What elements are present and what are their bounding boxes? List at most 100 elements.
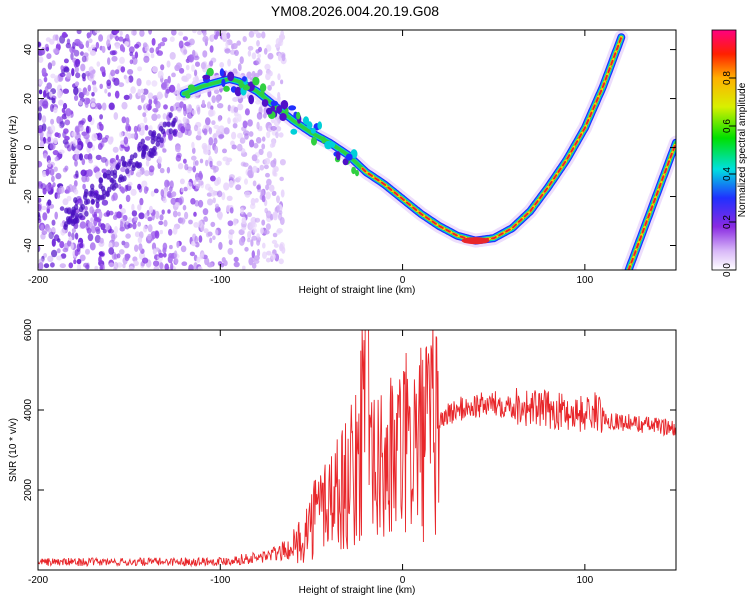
noise-blob <box>270 253 276 260</box>
noise-blob <box>190 198 196 205</box>
noise-blob <box>78 92 85 99</box>
noise-blob <box>75 72 81 79</box>
noise-blob <box>191 109 197 116</box>
noise-blob <box>188 264 194 270</box>
noise-streak-blob <box>67 217 73 223</box>
ridge-blob <box>329 141 336 148</box>
noise-blob <box>277 52 282 62</box>
noise-blob <box>79 254 86 262</box>
page-title: YM08.2026.004.20.19.G08 <box>270 3 440 19</box>
noise-blob <box>193 222 199 228</box>
noise-blob <box>125 76 130 84</box>
noise-blob <box>159 229 163 235</box>
noise-blob <box>192 147 196 154</box>
noise-blob <box>169 36 175 42</box>
noise-blob <box>166 191 172 198</box>
noise-blob <box>74 38 81 44</box>
noise-blob <box>228 180 234 188</box>
noise-blob <box>75 170 79 178</box>
ridge-blob <box>206 67 214 77</box>
noise-blob <box>108 102 115 110</box>
noise-blob <box>39 140 45 149</box>
noise-blob <box>123 241 130 249</box>
noise-blob <box>212 235 216 241</box>
noise-blob <box>162 148 167 153</box>
ridge-blob <box>284 107 289 116</box>
noise-blob <box>138 212 145 220</box>
noise-blob <box>162 113 167 120</box>
noise-blob <box>267 52 274 60</box>
noise-blob <box>188 219 193 225</box>
noise-blob <box>272 167 276 176</box>
noise-blob <box>134 216 138 221</box>
noise-blob <box>277 91 281 99</box>
noise-streak-blob <box>148 130 153 136</box>
ridge-blob <box>335 151 341 161</box>
noise-blob <box>113 112 119 120</box>
noise-blob <box>213 165 219 173</box>
noise-blob <box>41 67 47 76</box>
noise-blob <box>223 127 230 135</box>
noise-streak-blob <box>71 209 77 216</box>
noise-blob <box>259 125 263 131</box>
noise-blob <box>265 73 271 81</box>
noise-blob <box>280 79 284 85</box>
ridge-blob <box>321 136 326 144</box>
noise-streak-blob <box>90 187 95 194</box>
snr-series <box>38 330 676 568</box>
noise-blob <box>83 153 90 160</box>
noise-blob <box>180 245 187 253</box>
noise-blob <box>183 49 188 55</box>
noise-blob <box>265 172 270 178</box>
noise-blob <box>87 114 93 122</box>
noise-blob <box>261 136 266 142</box>
noise-streak-blob <box>85 198 91 205</box>
noise-blob <box>251 154 258 162</box>
noise-blob <box>184 41 191 47</box>
noise-blob <box>51 249 58 258</box>
colorbar-tick-label: 0.8 <box>722 71 733 85</box>
noise-blob <box>253 142 259 149</box>
noise-blob <box>180 126 186 134</box>
noise-blob <box>66 72 72 79</box>
noise-blob <box>203 128 208 136</box>
noise-blob <box>80 169 87 177</box>
noise-blob <box>120 166 126 173</box>
noise-blob <box>146 79 151 86</box>
noise-blob <box>134 51 139 59</box>
noise-blob <box>76 243 81 252</box>
noise-blob <box>251 250 255 259</box>
noise-blob <box>170 262 174 270</box>
noise-blob <box>64 141 70 149</box>
noise-blob <box>71 131 77 137</box>
noise-blob <box>98 34 104 42</box>
noise-blob <box>112 146 119 153</box>
noise-blob <box>52 137 58 145</box>
noise-blob <box>159 214 164 221</box>
noise-blob <box>202 35 209 43</box>
noise-blob <box>87 233 94 242</box>
noise-streak-blob <box>98 183 103 190</box>
noise-blob <box>162 252 167 258</box>
noise-streak-blob <box>141 149 146 156</box>
noise-blob <box>181 261 188 267</box>
noise-blob <box>78 124 84 132</box>
noise-streak-blob <box>102 172 108 179</box>
noise-blob <box>121 101 128 110</box>
noise-blob <box>136 78 142 87</box>
noise-blob <box>237 132 243 139</box>
noise-blob <box>213 124 220 130</box>
noise-blob <box>118 82 125 88</box>
noise-blob <box>251 52 257 60</box>
noise-blob <box>96 61 101 67</box>
noise-blob <box>71 228 76 233</box>
noise-streak-blob <box>106 173 111 180</box>
noise-blob <box>160 64 165 71</box>
noise-blob <box>131 210 138 217</box>
noise-blob <box>63 128 69 135</box>
noise-blob <box>43 76 48 83</box>
noise-blob <box>178 40 184 49</box>
noise-blob <box>97 143 103 150</box>
noise-blob <box>38 262 44 270</box>
ridge-blob <box>221 78 226 87</box>
